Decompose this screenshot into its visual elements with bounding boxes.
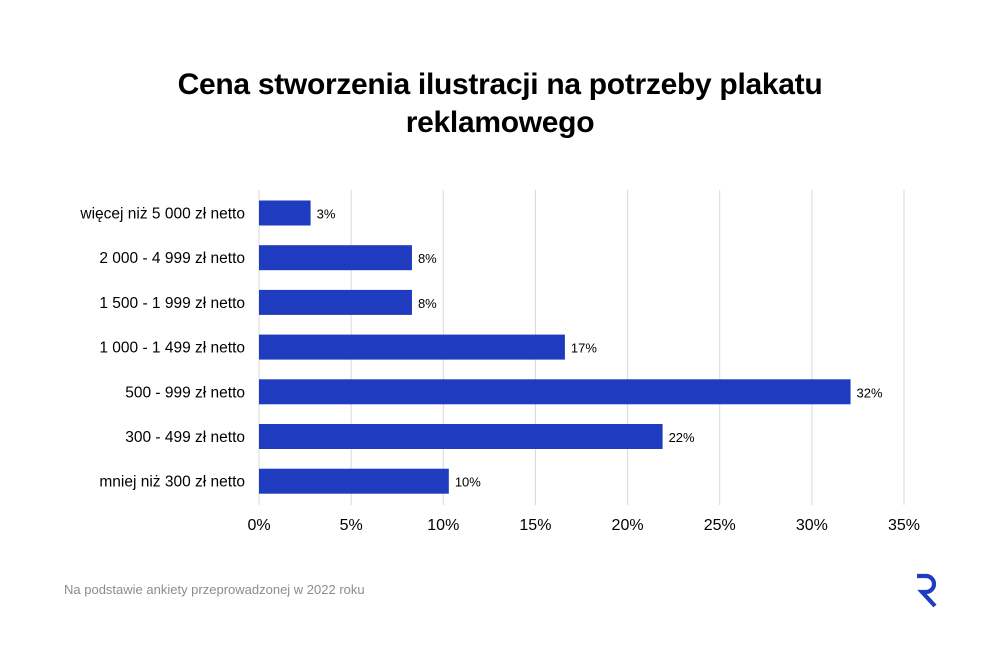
bar [259, 289, 412, 315]
data-label: 10% [455, 475, 481, 490]
x-tick-label: 5% [340, 517, 363, 534]
category-label: 1 500 - 1 999 zł netto [99, 295, 245, 312]
chart-title-line-2: reklamowego [405, 106, 595, 139]
chart-title-line-1: Cena stworzenia ilustracji na potrzeby p… [177, 68, 823, 101]
category-label: 300 - 499 zł netto [125, 429, 245, 446]
brand-logo-icon [917, 573, 937, 608]
x-tick-label: 30% [796, 517, 828, 534]
bar [259, 468, 449, 494]
x-tick-label: 35% [888, 517, 920, 534]
bar [259, 200, 311, 226]
data-label: 32% [857, 385, 883, 400]
footnote: Na podstawie ankiety przeprowadzonej w 2… [64, 582, 365, 597]
bar [259, 424, 663, 449]
data-label: 8% [418, 251, 437, 266]
bar [259, 245, 412, 271]
bars [259, 200, 851, 494]
data-labels: 3% 8% 8% 17% 32% 22% 10% [317, 207, 883, 490]
category-label: mniej niż 300 zł netto [99, 474, 245, 491]
chart-title: Cena stworzenia ilustracji na potrzeby p… [0, 66, 1000, 142]
category-label: 2 000 - 4 999 zł netto [99, 250, 245, 267]
category-label: 500 - 999 zł netto [125, 384, 245, 401]
data-label: 22% [669, 430, 695, 445]
x-tick-label: 0% [247, 517, 270, 534]
x-axis-tick-labels: 0% 5% 10% 15% 20% 25% 30% 35% [247, 517, 920, 534]
data-label: 8% [418, 296, 437, 311]
x-tick-label: 15% [519, 517, 551, 534]
x-tick-label: 25% [704, 517, 736, 534]
category-label: więcej niż 5 000 zł netto [79, 206, 245, 223]
data-label: 3% [317, 207, 336, 222]
x-tick-label: 10% [427, 517, 459, 534]
bar [259, 334, 565, 360]
category-labels: więcej niż 5 000 zł netto 2 000 - 4 999 z… [79, 206, 245, 491]
bar [259, 379, 851, 405]
category-label: 1 000 - 1 499 zł netto [99, 340, 245, 357]
x-tick-label: 20% [612, 517, 644, 534]
data-label: 17% [571, 341, 597, 356]
